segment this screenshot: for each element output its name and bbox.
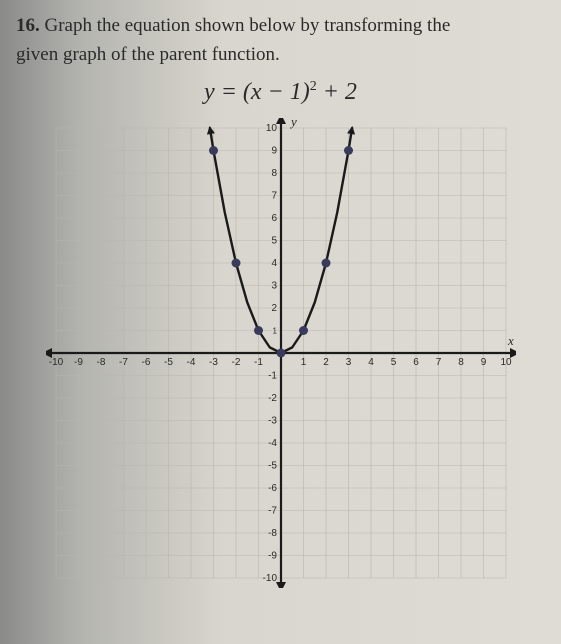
equation: y = (x − 1)2 + 2 <box>16 79 545 106</box>
svg-text:7: 7 <box>435 357 441 368</box>
question-line2: given graph of the parent function. <box>16 44 280 65</box>
svg-text:y: y <box>289 118 297 129</box>
svg-text:6: 6 <box>271 213 277 224</box>
svg-text:1: 1 <box>300 357 306 368</box>
svg-text:2: 2 <box>323 357 329 368</box>
svg-text:3: 3 <box>271 281 277 292</box>
svg-text:-5: -5 <box>164 357 173 368</box>
svg-text:-8: -8 <box>96 357 105 368</box>
svg-text:5: 5 <box>271 236 277 247</box>
svg-text:9: 9 <box>271 146 277 157</box>
svg-text:10: 10 <box>265 123 277 134</box>
svg-text:6: 6 <box>413 357 419 368</box>
svg-text:8: 8 <box>458 357 464 368</box>
svg-text:-9: -9 <box>74 357 83 368</box>
svg-text:-2: -2 <box>231 357 240 368</box>
svg-text:-4: -4 <box>268 438 277 449</box>
svg-text:7: 7 <box>271 191 277 202</box>
question-text: 16. Graph the equation shown below by tr… <box>16 12 545 69</box>
svg-text:-10: -10 <box>48 357 63 368</box>
question-line1: Graph the equation shown below by transf… <box>45 15 451 36</box>
svg-text:-6: -6 <box>268 483 277 494</box>
svg-text:9: 9 <box>480 357 486 368</box>
svg-text:-7: -7 <box>268 506 277 517</box>
svg-text:10: 10 <box>500 357 512 368</box>
svg-text:-1: -1 <box>268 371 277 382</box>
svg-text:-4: -4 <box>186 357 195 368</box>
coordinate-graph: y x -10 -9 -8 -7 -6 -5 -4 -3 -2 -1 1 2 3 4 5 6 7 8 9 10 10 9 8 7 6… <box>46 118 516 588</box>
svg-text:1: 1 <box>272 327 277 336</box>
svg-text:5: 5 <box>390 357 396 368</box>
svg-text:-5: -5 <box>268 461 277 472</box>
svg-text:3: 3 <box>345 357 351 368</box>
svg-text:8: 8 <box>271 168 277 179</box>
svg-text:-10: -10 <box>262 573 277 584</box>
svg-text:-1: -1 <box>254 357 263 368</box>
svg-text:-7: -7 <box>119 357 128 368</box>
svg-text:-9: -9 <box>268 551 277 562</box>
graph-container: y x -10 -9 -8 -7 -6 -5 -4 -3 -2 -1 1 2 3 4 5 6 7 8 9 10 10 9 8 7 6… <box>16 118 545 588</box>
svg-text:4: 4 <box>271 258 277 269</box>
svg-text:-2: -2 <box>268 393 277 404</box>
svg-text:x: x <box>507 333 514 348</box>
svg-text:4: 4 <box>368 357 374 368</box>
svg-text:-3: -3 <box>268 416 277 427</box>
svg-text:2: 2 <box>271 303 277 314</box>
svg-text:-3: -3 <box>209 357 218 368</box>
svg-text:-8: -8 <box>268 528 277 539</box>
question-number: 16. <box>16 15 40 36</box>
svg-text:-6: -6 <box>141 357 150 368</box>
